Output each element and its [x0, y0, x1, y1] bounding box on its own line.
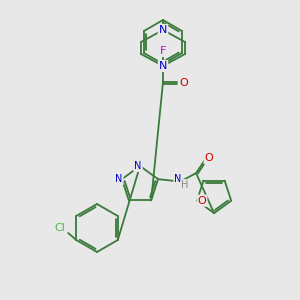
Text: N: N — [159, 61, 167, 71]
Text: N: N — [174, 174, 182, 184]
Text: Cl: Cl — [55, 223, 66, 233]
Text: N: N — [159, 25, 167, 35]
Text: H: H — [182, 180, 189, 190]
Text: O: O — [205, 153, 213, 163]
Text: F: F — [160, 46, 166, 56]
Text: N: N — [134, 161, 142, 171]
Text: O: O — [180, 78, 188, 88]
Text: N: N — [115, 174, 123, 184]
Text: O: O — [198, 196, 206, 206]
